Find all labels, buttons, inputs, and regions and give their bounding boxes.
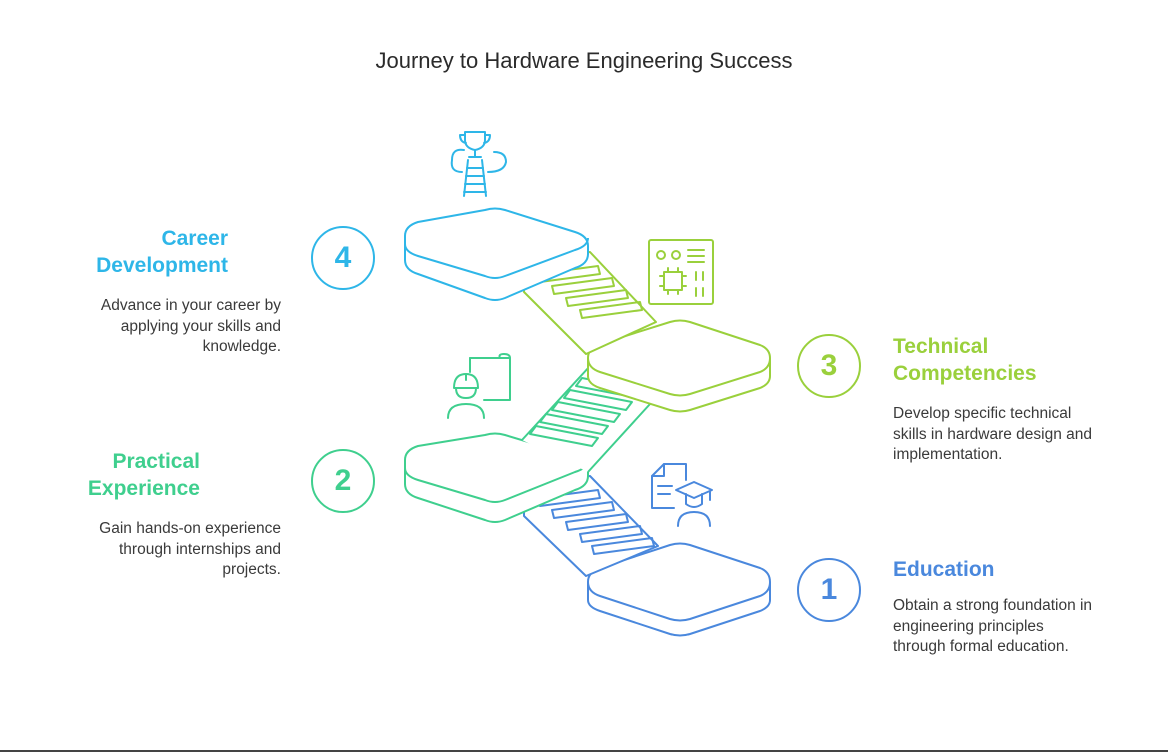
bottom-divider	[0, 750, 1168, 752]
stage-desc-career: Advance in your career by applying your …	[100, 297, 281, 355]
stage-number-4: 4	[311, 226, 375, 290]
stage-title-practical: Practical Experience	[87, 450, 200, 500]
circuit-chip-icon	[648, 239, 714, 305]
stage-desc-practical: Gain hands-on experience through interns…	[99, 520, 281, 578]
trophy-ladder-icon	[450, 131, 507, 197]
page-title: Journey to Hardware Engineering Success	[375, 48, 793, 73]
stage-number-1: 1	[797, 558, 861, 622]
stage-number-3: 3	[797, 334, 861, 398]
stage-title-career: Career Development	[96, 227, 228, 277]
stage-title-education: Education	[893, 558, 995, 581]
platform-education	[587, 542, 771, 637]
student-graduate-icon	[651, 463, 713, 527]
stage-title-technical: Technical Competencies	[893, 335, 1037, 385]
platform-technical	[587, 319, 771, 413]
stage-number-2: 2	[311, 449, 375, 513]
stage-desc-education: Obtain a strong foundation in engineerin…	[893, 597, 1093, 655]
platform-career	[404, 207, 589, 301]
stage-desc-technical: Develop specific technical skills in har…	[893, 405, 1093, 463]
engineer-blueprint-icon	[447, 353, 511, 419]
